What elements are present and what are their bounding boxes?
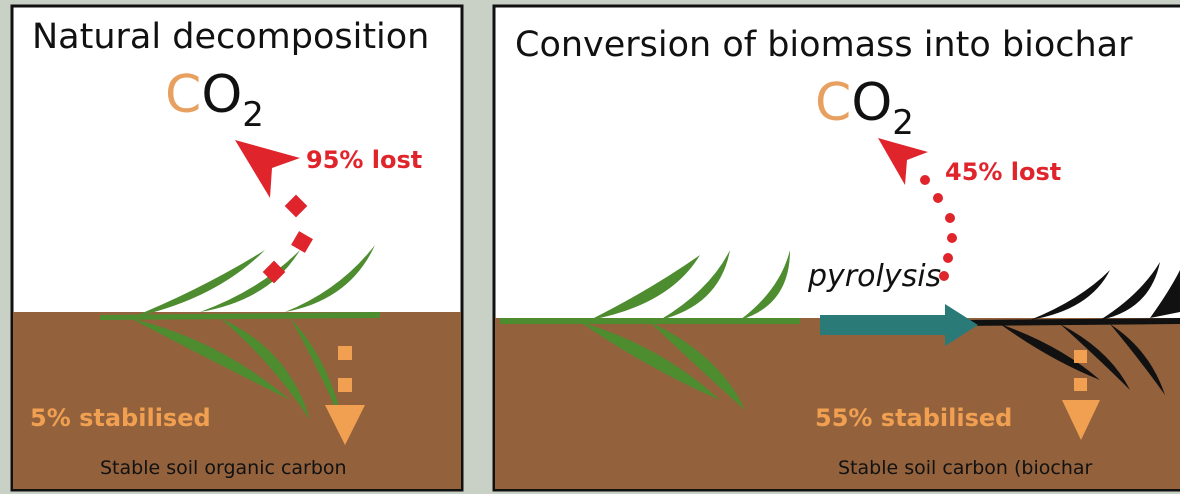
left-panel: Natural decomposition CO2 95% lost 5% st… bbox=[12, 6, 462, 490]
co2-o: O bbox=[201, 65, 242, 125]
soil-label: Stable soil organic carbon bbox=[100, 457, 347, 479]
diagram: Natural decomposition CO2 95% lost 5% st… bbox=[0, 0, 1180, 494]
co2-sub: 2 bbox=[242, 95, 264, 135]
soil-label: Stable soil carbon (biochar bbox=[838, 457, 1093, 479]
loss-label: 95% lost bbox=[306, 146, 422, 174]
co2-c: C bbox=[165, 65, 201, 125]
co2-sub: 2 bbox=[892, 103, 914, 143]
co2-c: C bbox=[815, 73, 851, 133]
process-label: pyrolysis bbox=[807, 259, 941, 294]
stabilised-label: 55% stabilised bbox=[815, 404, 1012, 432]
co2-o: O bbox=[851, 73, 892, 133]
loss-label: 45% lost bbox=[945, 158, 1061, 186]
right-panel: Conversion of biomass into biochar CO2 4… bbox=[494, 6, 1180, 490]
stabilised-label: 5% stabilised bbox=[30, 404, 211, 432]
panel-title: Conversion of biomass into biochar bbox=[515, 25, 1133, 65]
panel-title: Natural decomposition bbox=[32, 17, 429, 57]
